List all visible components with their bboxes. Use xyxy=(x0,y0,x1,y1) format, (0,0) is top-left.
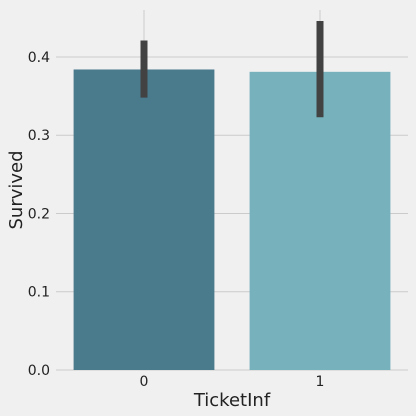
bars xyxy=(73,69,391,371)
y-tick-label: 0.2 xyxy=(28,206,50,222)
bar xyxy=(249,71,391,371)
y-tick-label: 0.3 xyxy=(28,128,50,144)
y-tick-label: 0.0 xyxy=(28,363,50,379)
tick-labels: 0.0 0.1 0.2 0.3 0.4 0 1 xyxy=(28,50,325,390)
bar xyxy=(73,69,215,370)
y-axis-label: Survived xyxy=(6,150,27,229)
x-tick-label: 1 xyxy=(316,374,325,390)
x-axis-label: TicketInf xyxy=(193,390,271,411)
x-tick-label: 0 xyxy=(140,374,149,390)
y-tick-label: 0.4 xyxy=(28,50,50,66)
error-bars xyxy=(140,20,324,118)
y-tick-label: 0.1 xyxy=(28,285,50,301)
